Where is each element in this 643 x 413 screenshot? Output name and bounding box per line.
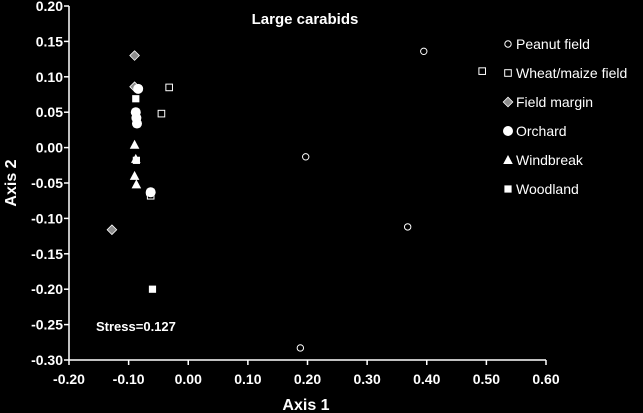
x-tick-label: 0.20 xyxy=(294,371,321,387)
point-woodland xyxy=(132,156,140,164)
y-tick-label: -0.30 xyxy=(31,352,63,368)
point-wheat-maize-field xyxy=(165,83,173,92)
point-peanut-field xyxy=(302,153,310,161)
point-windbreak xyxy=(131,179,142,189)
x-tick-label: 0.40 xyxy=(413,371,440,387)
point-orchard xyxy=(145,187,156,198)
legend-marker-field-margin xyxy=(502,96,514,108)
y-tick-label: -0.10 xyxy=(31,210,63,226)
point-field-margin xyxy=(129,50,140,61)
y-axis-title: Axis 2 xyxy=(3,159,20,206)
point-windbreak xyxy=(129,139,140,149)
point-orchard xyxy=(133,83,144,94)
legend-marker-orchard xyxy=(503,126,513,136)
legend: Peanut field Wheat/maize field Field margi… xyxy=(502,36,627,197)
x-tick-label: 0.50 xyxy=(473,371,500,387)
point-peanut-field xyxy=(296,344,305,352)
point-peanut-field xyxy=(420,47,428,56)
legend-marker-wheat-maize-field xyxy=(504,69,512,77)
y-tick-label: 0.20 xyxy=(36,0,63,14)
x-axis-title: Axis 1 xyxy=(282,397,329,413)
y-tick-label: -0.15 xyxy=(31,246,63,262)
y-tick-label: -0.05 xyxy=(31,175,63,191)
point-woodland xyxy=(132,95,140,103)
x-tick-labels: -0.20 -0.10 0.00 0.10 0.20 0.30 0.40 0.50 0.60 xyxy=(53,360,560,387)
data-points xyxy=(106,47,487,352)
point-peanut-field xyxy=(403,223,412,231)
x-tick-label: 0.60 xyxy=(532,371,559,387)
legend-label-orchard: Orchard xyxy=(516,123,567,139)
x-tick-label: 0.10 xyxy=(234,371,261,387)
legend-label-field-margin: Field margin xyxy=(516,94,593,110)
point-orchard xyxy=(131,118,142,129)
y-tick-label: 0.05 xyxy=(36,104,63,120)
x-tick-label: 0.30 xyxy=(354,371,381,387)
x-tick-label: 0.00 xyxy=(175,371,202,387)
stress-annotation: Stress=0.127 xyxy=(96,319,176,334)
legend-marker-woodland xyxy=(504,185,512,193)
x-tick-label: -0.20 xyxy=(53,371,85,387)
legend-label-peanut-field: Peanut field xyxy=(516,36,590,52)
point-field-margin xyxy=(106,224,118,236)
legend-label-wheat-maize-field: Wheat/maize field xyxy=(516,65,627,81)
point-wheat-maize-field xyxy=(157,109,166,118)
chart-title: Large carabids xyxy=(252,11,359,28)
point-windbreak xyxy=(129,170,140,180)
y-tick-label: 0.10 xyxy=(36,69,63,85)
legend-label-woodland: Woodland xyxy=(516,181,579,197)
y-tick-label: -0.20 xyxy=(31,281,63,297)
x-tick-label: -0.10 xyxy=(113,371,145,387)
point-wheat-maize-field xyxy=(478,67,487,75)
y-tick-label: -0.25 xyxy=(31,317,63,333)
y-tick-label: 0.00 xyxy=(36,140,63,156)
legend-label-windbreak: Windbreak xyxy=(516,152,584,168)
y-tick-labels: 0.20 0.15 0.10 0.05 0.00 -0.05 -0.10 -0.15 -0.20… xyxy=(31,0,69,368)
legend-marker-windbreak xyxy=(503,155,513,164)
y-tick-label: 0.15 xyxy=(36,33,63,49)
point-woodland xyxy=(148,285,157,293)
legend-marker-peanut-field xyxy=(504,40,512,48)
